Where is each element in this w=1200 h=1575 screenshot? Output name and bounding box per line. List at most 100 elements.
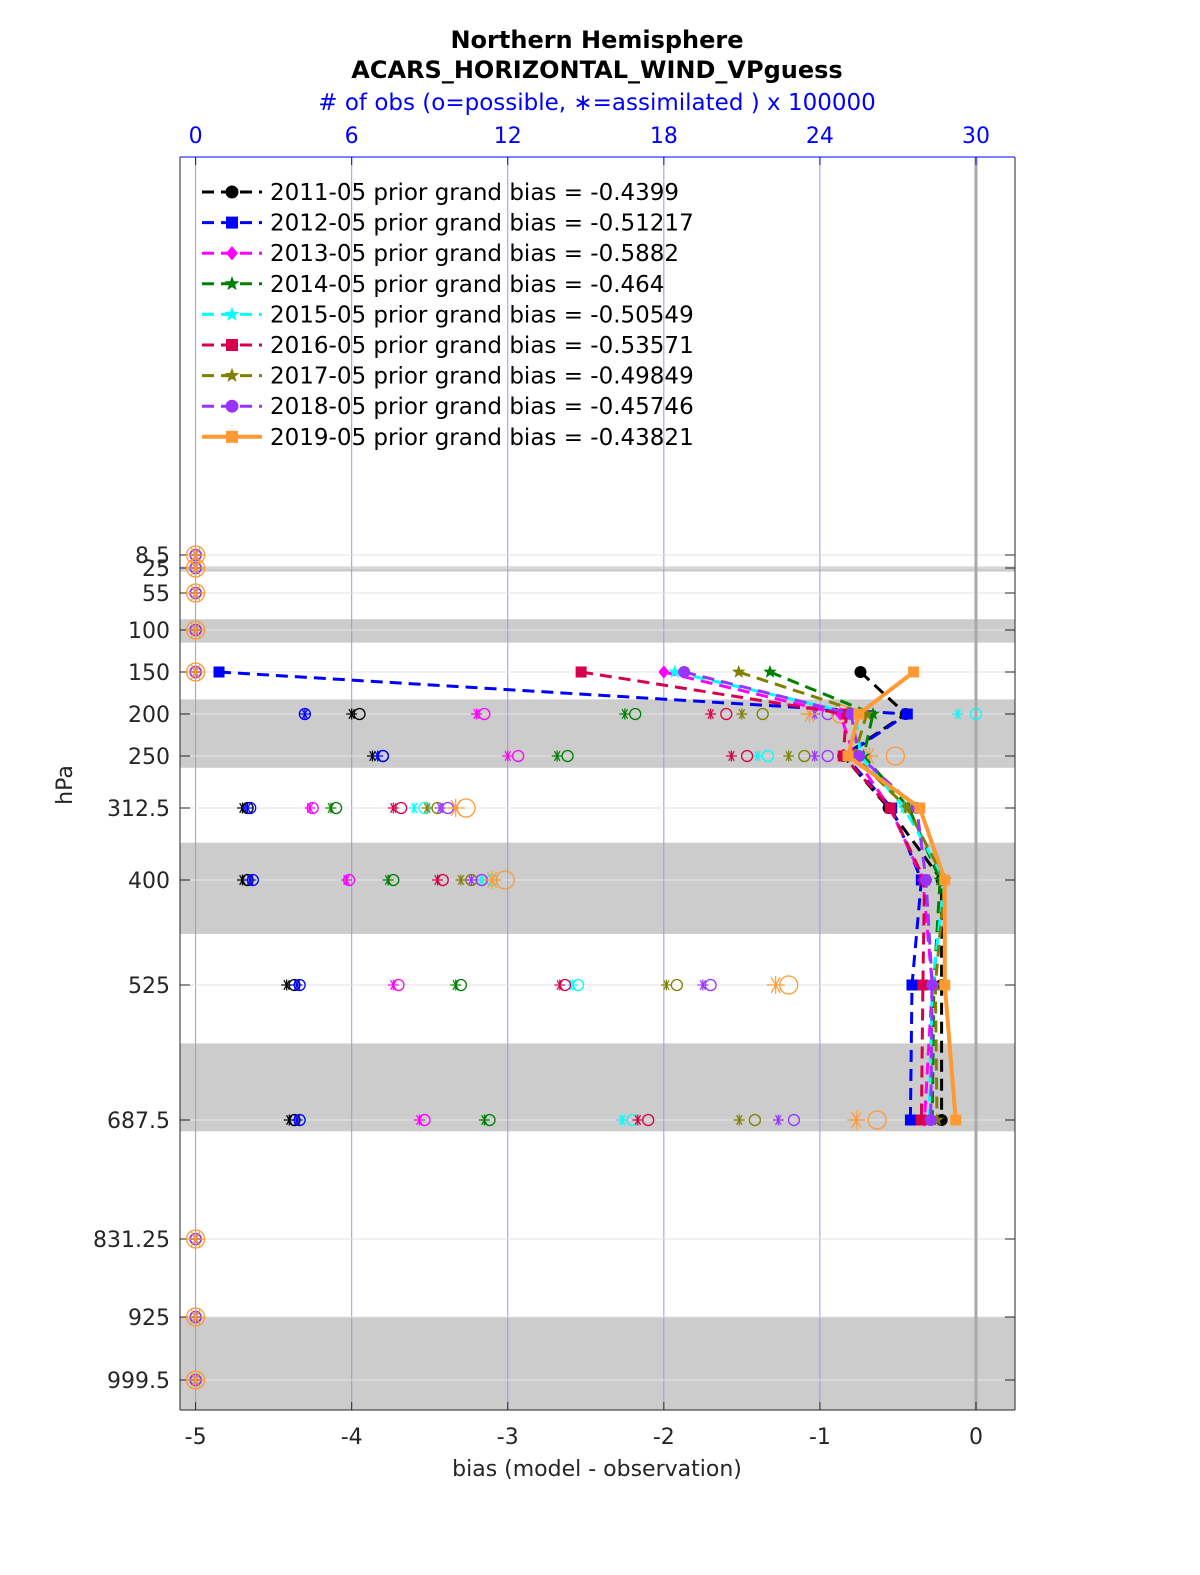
shaded-band xyxy=(180,566,1015,572)
legend-entry: 2013-05 prior grand bias = -0.5882 xyxy=(270,241,679,267)
obs-assimilated-marker xyxy=(186,1230,205,1248)
marker-square xyxy=(901,708,913,720)
shaded-band xyxy=(180,842,1015,934)
obs-assimilated-marker xyxy=(847,1111,866,1129)
marker-ring xyxy=(787,1113,801,1127)
obs-assimilated-marker xyxy=(186,1371,205,1389)
marker-ring xyxy=(867,1110,887,1130)
marker-square xyxy=(939,979,951,991)
legend-marker xyxy=(224,306,240,321)
shaded-band xyxy=(180,1043,1015,1132)
x-tick-label: -4 xyxy=(341,1425,363,1450)
obs-possible-marker xyxy=(756,707,769,721)
obs-assimilated-marker xyxy=(304,802,316,814)
y-tick-label: 250 xyxy=(128,745,170,770)
y-tick-label: 312.5 xyxy=(107,797,170,822)
marker-square xyxy=(853,708,865,720)
obs-assimilated-marker xyxy=(478,1114,490,1126)
series-point xyxy=(926,979,939,991)
obs-assimilated-marker xyxy=(705,708,717,720)
marker-star xyxy=(668,664,682,678)
obs-assimilated-marker xyxy=(619,708,631,720)
obs-assimilated-marker xyxy=(283,1114,295,1126)
marker-square xyxy=(906,979,918,991)
series-point xyxy=(854,666,867,678)
marker-square xyxy=(904,1114,916,1126)
series-point xyxy=(859,706,874,720)
marker-ring xyxy=(740,749,754,763)
legend-entry: 2017-05 prior grand bias = -0.49849 xyxy=(270,364,694,390)
obs-possible-marker xyxy=(720,707,733,721)
y-tick-label: 200 xyxy=(128,703,170,728)
series-point xyxy=(668,664,682,678)
obs-assimilated-marker xyxy=(421,802,433,814)
marker-square xyxy=(950,1114,962,1126)
marker-star xyxy=(731,664,746,678)
obs-assimilated-marker xyxy=(413,1114,425,1126)
obs-assimilated-marker xyxy=(432,874,444,886)
legend-entry: 2012-05 prior grand bias = -0.51217 xyxy=(270,211,694,237)
marker-square xyxy=(939,874,951,886)
obs-possible-marker xyxy=(787,1113,801,1127)
obs-assimilated-marker xyxy=(952,708,964,720)
shaded-band xyxy=(180,619,1015,643)
x-tick-label: -1 xyxy=(809,1425,831,1450)
y-tick-label: 925 xyxy=(128,1306,170,1331)
marker-circle xyxy=(854,666,867,678)
marker-circle xyxy=(920,874,933,886)
legend-marker xyxy=(224,367,240,382)
y-axis-label: hPa xyxy=(53,765,78,805)
marker-star xyxy=(763,664,777,678)
obs-assimilated-marker xyxy=(725,750,737,762)
chart-subtitle: ACARS_HORIZONTAL_WIND_VPguess xyxy=(351,56,842,84)
obs-assimilated-marker xyxy=(465,874,477,886)
obs-assimilated-marker xyxy=(783,750,795,762)
top-tick-label: 18 xyxy=(650,124,678,149)
obs-assimilated-marker xyxy=(325,802,337,814)
marker-square xyxy=(213,666,225,678)
obs-assimilated-marker xyxy=(387,979,399,991)
top-tick-label: 24 xyxy=(806,124,834,149)
series-point xyxy=(914,802,926,814)
obs-assimilated-marker xyxy=(291,1114,303,1126)
legend-entry: 2019-05 prior grand bias = -0.43821 xyxy=(270,425,694,451)
obs-assimilated-marker xyxy=(340,874,352,886)
legend-marker xyxy=(226,339,238,351)
obs-assimilated-marker xyxy=(387,802,399,814)
obs-assimilated-marker xyxy=(346,708,358,720)
obs-assimilated-marker xyxy=(299,708,311,720)
y-tick-label: 400 xyxy=(128,869,170,894)
marker-star xyxy=(900,800,915,814)
series-point xyxy=(950,1114,962,1126)
legend-entry: 2018-05 prior grand bias = -0.45746 xyxy=(270,394,694,420)
legend-marker xyxy=(226,430,238,443)
series-point xyxy=(213,666,225,678)
marker-square xyxy=(842,750,854,762)
series-point xyxy=(924,1114,937,1126)
marker-circle xyxy=(225,185,239,199)
marker-square xyxy=(226,430,238,443)
top-tick-label: 12 xyxy=(494,124,522,149)
y-tick-label: 100 xyxy=(128,619,170,644)
chart-title: Northern Hemisphere xyxy=(450,26,743,54)
obs-assimilated-marker xyxy=(660,979,672,991)
legend-entry: 2016-05 prior grand bias = -0.53571 xyxy=(270,333,694,359)
y-tick-label: 687.5 xyxy=(107,1109,170,1134)
obs-assimilated-marker xyxy=(281,979,293,991)
marker-circle xyxy=(225,399,239,413)
marker-diamond xyxy=(226,246,238,261)
legend-marker xyxy=(225,185,239,199)
y-tick-label: 8.5 xyxy=(135,544,170,569)
obs-assimilated-marker xyxy=(242,802,254,814)
series-point xyxy=(930,1112,944,1126)
series-point xyxy=(917,979,929,991)
marker-ring xyxy=(969,707,983,721)
obs-assimilated-marker xyxy=(186,621,205,639)
series-point xyxy=(575,666,587,678)
obs-assimilated-marker xyxy=(751,750,763,762)
obs-count-markers xyxy=(185,545,983,1390)
y-tick-label: 150 xyxy=(128,661,170,686)
shaded-bands xyxy=(180,566,1015,1410)
series-point xyxy=(658,665,670,679)
series-point xyxy=(908,666,920,678)
